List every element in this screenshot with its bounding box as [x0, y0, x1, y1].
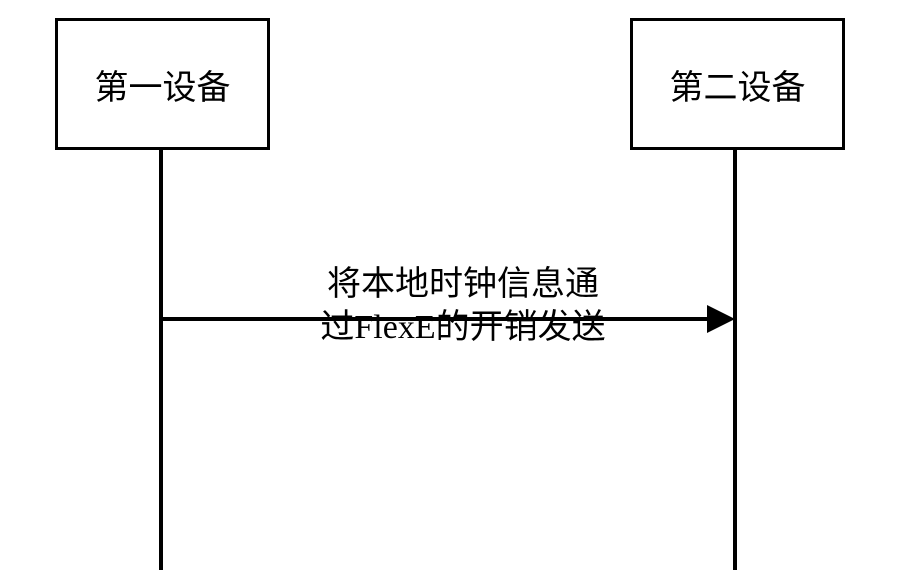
message-arrowhead-icon: [707, 305, 735, 333]
lifeline-device2: [733, 150, 737, 570]
participant-label-device2: 第二设备: [670, 60, 806, 109]
lifeline-device1: [159, 150, 163, 570]
participant-box-device1: 第一设备: [55, 18, 270, 150]
participant-label-device1: 第一设备: [95, 60, 231, 109]
message-label: 将本地时钟信息通 过FlexE的开销发送: [268, 264, 658, 349]
message-label-line2: 过FlexE的开销发送: [268, 307, 658, 350]
message-label-line1: 将本地时钟信息通: [268, 264, 658, 307]
participant-box-device2: 第二设备: [630, 18, 845, 150]
